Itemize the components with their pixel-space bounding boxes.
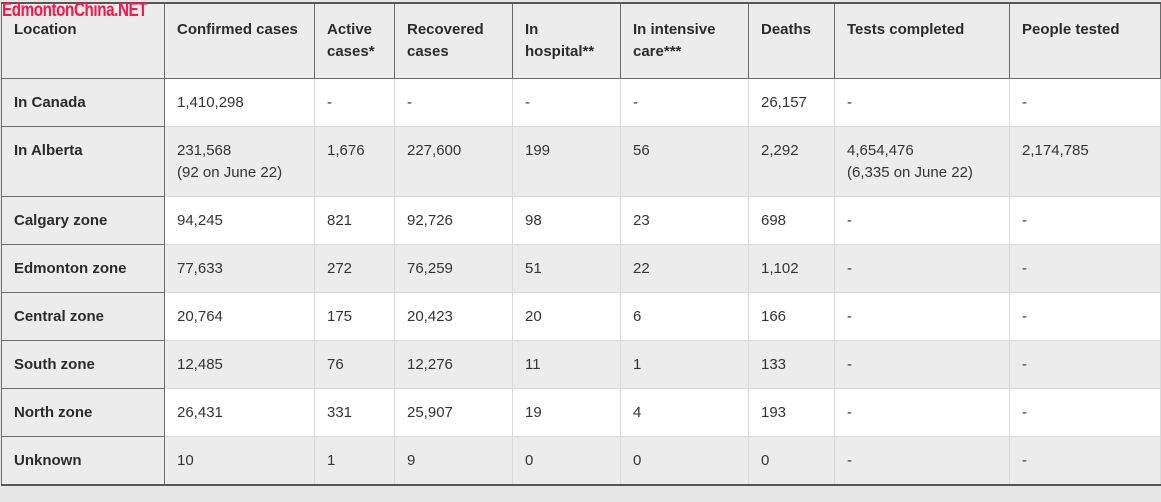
cell-hospital: 51: [512, 244, 621, 293]
table-row-in-alberta: In Alberta 231,568 (92 on June 22) 1,676…: [1, 126, 1161, 197]
table-row-edmonton-zone: Edmonton zone 77,633 272 76,259 51 22 1,…: [1, 244, 1161, 293]
cell-hospital: 0: [512, 436, 621, 486]
cell-tests: -: [834, 196, 1010, 245]
table-row-central-zone: Central zone 20,764 175 20,423 20 6 166 …: [1, 292, 1161, 341]
cell-people-tested: -: [1009, 388, 1161, 437]
cell-icu: 0: [620, 436, 749, 486]
cell-tests: -: [834, 340, 1010, 389]
cell-deaths: 26,157: [748, 78, 835, 127]
cell-confirmed: 94,245: [164, 196, 315, 245]
table-row-south-zone: South zone 12,485 76 12,276 11 1 133 - -: [1, 340, 1161, 389]
cell-recovered: 227,600: [394, 126, 513, 197]
cell-icu: 1: [620, 340, 749, 389]
cell-tests: -: [834, 244, 1010, 293]
column-header-tests-completed: Tests completed: [834, 2, 1010, 79]
column-header-active-cases: Active cases*: [314, 2, 395, 79]
cell-hospital: 11: [512, 340, 621, 389]
watermark-site-name: EdmontonChina.NET: [2, 0, 148, 21]
cell-people-tested: -: [1009, 292, 1161, 341]
cell-active: 1,676: [314, 126, 395, 197]
cell-deaths: 2,292: [748, 126, 835, 197]
cell-tests: -: [834, 292, 1010, 341]
row-header-edmonton-zone: Edmonton zone: [1, 244, 165, 293]
row-header-south-zone: South zone: [1, 340, 165, 389]
cell-confirmed: 231,568 (92 on June 22): [164, 126, 315, 197]
cell-people-tested: -: [1009, 78, 1161, 127]
column-header-location: Location: [1, 2, 165, 79]
cell-hospital: 19: [512, 388, 621, 437]
cell-confirmed: 77,633: [164, 244, 315, 293]
cell-tests: -: [834, 388, 1010, 437]
cell-active: 1: [314, 436, 395, 486]
column-header-recovered-cases: Recovered cases: [394, 2, 513, 79]
cell-tests: 4,654,476 (6,335 on June 22): [834, 126, 1010, 197]
cell-deaths: 1,102: [748, 244, 835, 293]
cell-recovered: 9: [394, 436, 513, 486]
row-header-in-alberta: In Alberta: [1, 126, 165, 197]
cell-people-tested: -: [1009, 436, 1161, 486]
cell-recovered: 25,907: [394, 388, 513, 437]
cell-hospital: 199: [512, 126, 621, 197]
cell-deaths: 133: [748, 340, 835, 389]
cell-tests: -: [834, 436, 1010, 486]
cell-active: 175: [314, 292, 395, 341]
column-header-people-tested: People tested: [1009, 2, 1161, 79]
cell-icu: 4: [620, 388, 749, 437]
table-row-calgary-zone: Calgary zone 94,245 821 92,726 98 23 698…: [1, 196, 1161, 245]
cell-icu: 56: [620, 126, 749, 197]
cell-deaths: 193: [748, 388, 835, 437]
cell-people-tested: 2,174,785: [1009, 126, 1161, 197]
cell-people-tested: -: [1009, 196, 1161, 245]
column-header-in-hospital: In hospital**: [512, 2, 621, 79]
column-header-in-intensive-care: In intensive care***: [620, 2, 749, 79]
cell-deaths: 698: [748, 196, 835, 245]
cell-deaths: 0: [748, 436, 835, 486]
cell-active: 821: [314, 196, 395, 245]
cell-confirmed: 12,485: [164, 340, 315, 389]
row-header-in-canada: In Canada: [1, 78, 165, 127]
row-header-central-zone: Central zone: [1, 292, 165, 341]
table-row-unknown: Unknown 10 1 9 0 0 0 - -: [1, 436, 1161, 486]
cell-confirmed: 20,764: [164, 292, 315, 341]
cell-recovered: 76,259: [394, 244, 513, 293]
row-header-calgary-zone: Calgary zone: [1, 196, 165, 245]
table-row-north-zone: North zone 26,431 331 25,907 19 4 193 - …: [1, 388, 1161, 437]
cell-recovered: 92,726: [394, 196, 513, 245]
cell-hospital: 98: [512, 196, 621, 245]
cell-icu: -: [620, 78, 749, 127]
cell-hospital: -: [512, 78, 621, 127]
row-header-unknown: Unknown: [1, 436, 165, 486]
cell-recovered: -: [394, 78, 513, 127]
table-row-in-canada: In Canada 1,410,298 - - - - 26,157 - -: [1, 78, 1161, 127]
cell-recovered: 20,423: [394, 292, 513, 341]
cell-icu: 23: [620, 196, 749, 245]
cell-people-tested: -: [1009, 340, 1161, 389]
header-row: Location Confirmed cases Active cases* R…: [1, 2, 1161, 79]
cell-active: 272: [314, 244, 395, 293]
column-header-confirmed-cases: Confirmed cases: [164, 2, 315, 79]
cell-recovered: 12,276: [394, 340, 513, 389]
cell-confirmed: 26,431: [164, 388, 315, 437]
cell-deaths: 166: [748, 292, 835, 341]
row-header-north-zone: North zone: [1, 388, 165, 437]
cell-people-tested: -: [1009, 244, 1161, 293]
column-header-deaths: Deaths: [748, 2, 835, 79]
cell-active: 76: [314, 340, 395, 389]
cell-confirmed: 1,410,298: [164, 78, 315, 127]
cell-hospital: 20: [512, 292, 621, 341]
cell-icu: 22: [620, 244, 749, 293]
cell-active: 331: [314, 388, 395, 437]
cell-active: -: [314, 78, 395, 127]
cell-confirmed: 10: [164, 436, 315, 486]
cell-tests: -: [834, 78, 1010, 127]
cell-icu: 6: [620, 292, 749, 341]
covid-stats-table: Location Confirmed cases Active cases* R…: [1, 2, 1161, 486]
